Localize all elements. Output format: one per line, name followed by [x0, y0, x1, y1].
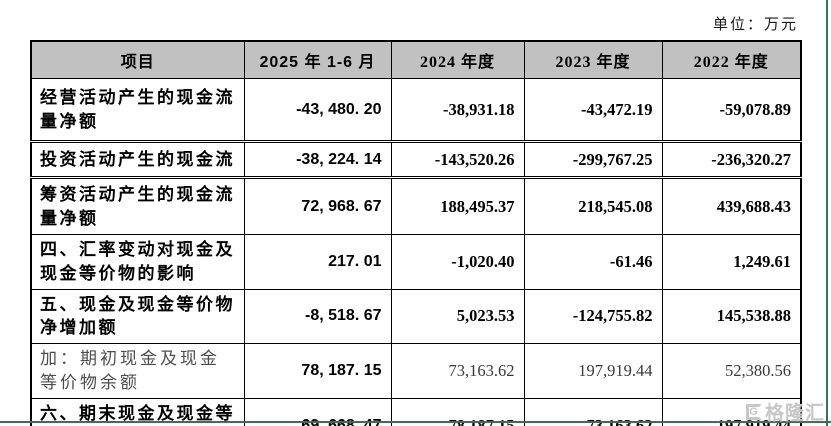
row-label: 投资活动产生的现金流: [30, 140, 245, 179]
cell-value: -61.46: [523, 234, 663, 290]
row-label: 四、汇率变动对现金及现金等价物的影响: [30, 234, 245, 290]
table-row: 五、现金及现金等价物净增加额 -8, 518. 67 5,023.53 -124,75…: [30, 288, 802, 345]
gelonghui-watermark: G 格隆汇: [745, 398, 825, 425]
table-header-row: 项目 2025 年 1-6 月 2024 年度 2023 年度 2022 年度: [30, 40, 802, 79]
row-label: 加：期初现金及现金等价物余额: [30, 343, 245, 399]
cell-value: -38, 224. 14: [243, 140, 392, 179]
cell-value: 439,688.43: [661, 177, 802, 235]
unit-label: 单位：万元: [712, 17, 798, 33]
cell-value: -124,755.82: [523, 288, 663, 345]
cell-value: 217. 01: [243, 234, 392, 290]
gelonghui-watermark-text: 格隆汇: [764, 403, 825, 424]
cell-value: -43, 480. 20: [243, 78, 392, 142]
cell-value: -143,520.26: [390, 140, 525, 179]
row-label: 经营活动产生的现金流量净额: [30, 78, 245, 142]
header-cell-item: 项目: [30, 40, 245, 79]
cell-value: 188,495.37: [390, 177, 525, 235]
table-row: 四、汇率变动对现金及现金等价物的影响 217. 01 -1,020.40 -61.46…: [30, 234, 802, 290]
table-row: 加：期初现金及现金等价物余额 78, 187. 15 73,163.62 197,91…: [30, 343, 802, 399]
financial-table: 项目 2025 年 1-6 月 2024 年度 2023 年度 2022 年度 …: [30, 40, 802, 426]
cell-value: -1,020.40: [390, 234, 525, 290]
header-cell-2022: 2022 年度: [661, 40, 802, 79]
table-row: 经营活动产生的现金流量净额 -43, 480. 20 -38,931.18 -43,4…: [30, 78, 802, 142]
cell-value: 197,919.44: [523, 343, 663, 399]
header-cell-2023: 2023 年度: [523, 40, 663, 79]
cell-value: -59,078.89: [661, 78, 802, 142]
cell-value: 5,023.53: [390, 288, 525, 345]
cell-value: -43,472.19: [523, 78, 663, 142]
cell-value: -236,320.27: [661, 140, 802, 179]
row-label: 筹资活动产生的现金流量净额: [30, 177, 245, 235]
frame-line-bottom: [0, 421, 831, 423]
table-row: 投资活动产生的现金流 -38, 224. 14 -143,520.26 -299,76…: [30, 140, 802, 179]
header-cell-2024: 2024 年度: [390, 40, 525, 79]
row-label: 五、现金及现金等价物净增加额: [30, 288, 245, 345]
frame-line-right: [826, 0, 828, 426]
cell-value: 73,163.62: [390, 343, 525, 399]
cell-value: -8, 518. 67: [243, 288, 392, 345]
cell-value: 78, 187. 15: [243, 343, 392, 399]
cell-value: 52,380.56: [661, 343, 802, 399]
cell-value: -299,767.25: [523, 140, 663, 179]
table-row: 筹资活动产生的现金流量净额 72, 968. 67 188,495.37 218,54…: [30, 177, 802, 235]
cell-value: 1,249.61: [661, 234, 802, 290]
gelonghui-logo-icon: G: [745, 403, 762, 420]
table-body: 经营活动产生的现金流量净额 -43, 480. 20 -38,931.18 -43,4…: [30, 78, 802, 426]
cell-value: -38,931.18: [390, 78, 525, 142]
header-cell-2025h1: 2025 年 1-6 月: [243, 40, 392, 79]
cell-value: 145,538.88: [661, 288, 802, 345]
cell-value: 218,545.08: [523, 177, 663, 235]
cell-value: 72, 968. 67: [243, 177, 392, 235]
